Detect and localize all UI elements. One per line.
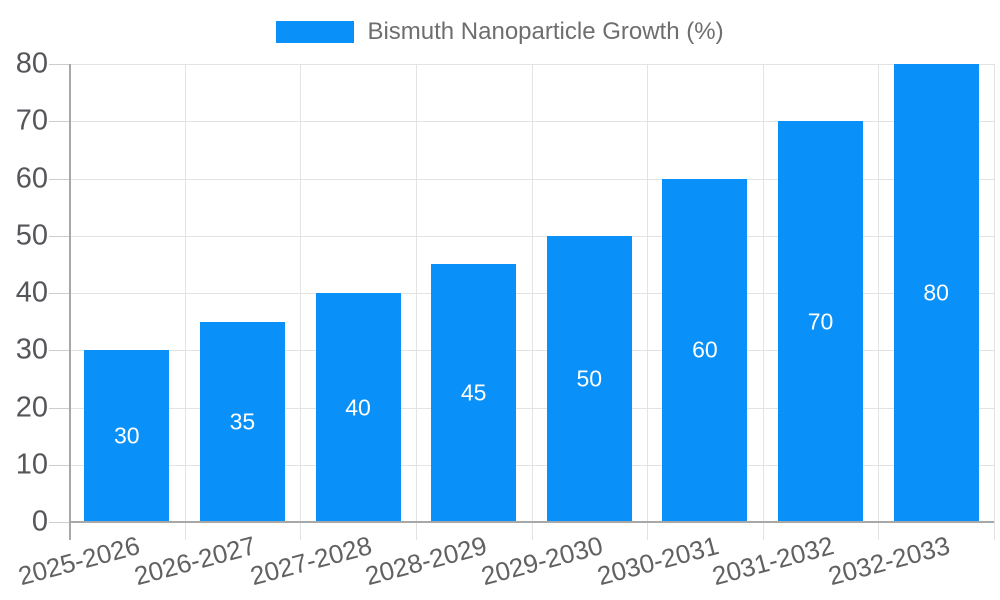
x-tick-label: 2030-2031	[593, 530, 722, 592]
h-gridline	[69, 121, 994, 123]
y-axis-line	[69, 64, 71, 540]
h-gridline	[69, 293, 994, 294]
bar[interactable]	[84, 350, 170, 522]
bar-value-label: 30	[114, 422, 140, 449]
y-tick-label: 80	[15, 47, 48, 80]
x-tick-label: 2025-2026	[15, 530, 144, 592]
v-gridline	[416, 64, 417, 540]
h-gridline	[69, 235, 994, 237]
bar[interactable]	[315, 293, 401, 522]
bar-value-label: 60	[692, 336, 718, 363]
y-tick-label: 70	[15, 104, 48, 137]
y-axis-tick	[49, 64, 69, 65]
y-axis-tick	[49, 235, 69, 237]
h-gridline	[69, 178, 994, 180]
y-tick-label: 40	[15, 276, 48, 309]
y-axis-tick	[49, 407, 69, 409]
x-axis-line	[69, 521, 994, 523]
y-axis-tick	[49, 522, 69, 523]
v-gridline	[185, 64, 186, 540]
legend-label: Bismuth Nanoparticle Growth (%)	[367, 18, 724, 45]
bar[interactable]	[546, 235, 632, 522]
y-tick-label: 50	[15, 219, 48, 252]
x-tick-label: 2031-2032	[709, 530, 838, 592]
bar[interactable]	[778, 121, 864, 522]
v-gridline	[878, 64, 879, 540]
v-gridline	[300, 64, 301, 540]
v-gridline	[647, 64, 648, 540]
y-tick-label: 10	[15, 448, 48, 481]
bar[interactable]	[893, 64, 979, 522]
bar-value-label: 40	[345, 394, 371, 420]
bar-value-label: 50	[576, 365, 603, 392]
bar-value-label: 45	[460, 379, 487, 406]
v-gridline	[763, 64, 764, 540]
legend-swatch	[276, 21, 355, 43]
chart-legend: Bismuth Nanoparticle Growth (%)	[0, 18, 1000, 46]
y-tick-label: 30	[15, 333, 48, 366]
x-tick-label: 2028-2029	[362, 530, 491, 592]
plot-area: 0 10 20 30 40 50 60 70 80 30 2025-2026 35 2026-2027 4…	[15, 49, 995, 591]
y-axis-tick	[49, 293, 69, 294]
y-tick-label: 60	[15, 162, 48, 194]
v-gridline	[532, 64, 533, 540]
h-gridline	[69, 350, 994, 352]
x-tick-label: 2029-2030	[477, 530, 606, 592]
y-tick-label: 20	[15, 391, 48, 423]
y-axis-tick	[49, 350, 69, 352]
bar[interactable]	[199, 321, 285, 522]
v-gridline	[994, 64, 995, 540]
bar[interactable]	[431, 264, 517, 522]
y-tick-label: 0	[31, 505, 48, 538]
x-tick-label: 2027-2028	[246, 530, 375, 592]
h-gridline	[69, 464, 994, 466]
x-tick-label: 2032-2033	[824, 530, 953, 592]
bar-value-label: 80	[923, 279, 949, 306]
y-axis-tick	[49, 464, 69, 466]
x-tick-label: 2026-2027	[131, 530, 259, 592]
y-axis-tick	[49, 178, 69, 180]
bar[interactable]	[662, 178, 748, 522]
y-axis-tick	[49, 121, 69, 123]
bar-value-label: 35	[229, 408, 256, 435]
h-gridline	[69, 407, 994, 409]
h-gridline	[69, 64, 994, 65]
bar-value-label: 70	[807, 308, 834, 335]
